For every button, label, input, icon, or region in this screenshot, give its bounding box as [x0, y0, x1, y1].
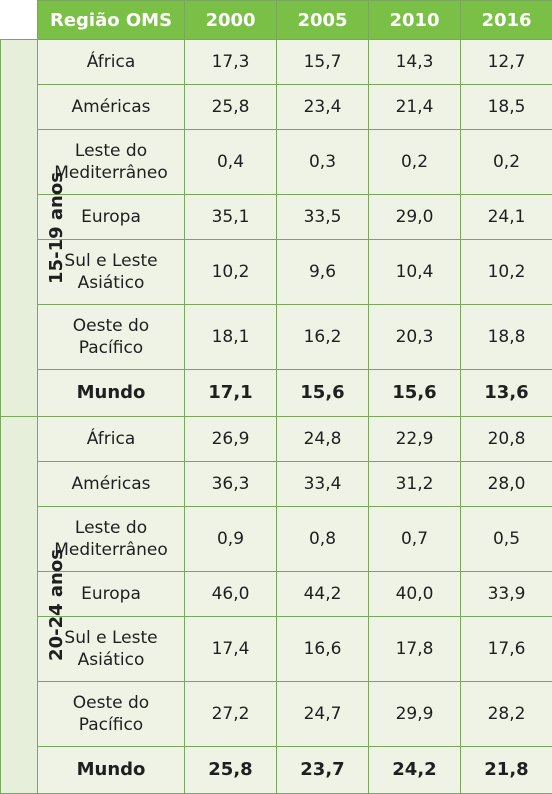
value-cell: 29,9 [369, 682, 461, 747]
value-cell: 24,1 [461, 195, 552, 240]
value-cell: 16,6 [277, 617, 369, 682]
value-cell: 18,5 [461, 85, 552, 130]
value-cell: 0,3 [277, 130, 369, 195]
region-cell: Oeste do Pacífico [38, 305, 185, 370]
value-cell: 17,6 [461, 617, 552, 682]
header-corner [1, 1, 38, 40]
total-row: Mundo 25,8 23,7 24,2 21,8 [1, 747, 552, 794]
table-row: Sul e Leste Asiático 10,2 9,6 10,4 10,2 [1, 240, 552, 305]
value-cell: 46,0 [185, 572, 277, 617]
value-cell: 9,6 [277, 240, 369, 305]
page: Região OMS 2000 2005 2010 2016 15-19 ano… [0, 0, 552, 692]
value-cell: 35,1 [185, 195, 277, 240]
value-cell: 15,6 [369, 370, 461, 417]
table-row: Leste do Mediterrâneo 0,4 0,3 0,2 0,2 [1, 130, 552, 195]
value-cell: 21,4 [369, 85, 461, 130]
value-cell: 15,6 [277, 370, 369, 417]
value-cell: 0,4 [185, 130, 277, 195]
value-cell: 10,2 [461, 240, 552, 305]
header-year: 2016 [461, 1, 552, 40]
value-cell: 14,3 [369, 40, 461, 85]
region-cell: Mundo [38, 747, 185, 794]
value-cell: 20,3 [369, 305, 461, 370]
table-row: Sul e Leste Asiático 17,4 16,6 17,8 17,6 [1, 617, 552, 682]
value-cell: 33,4 [277, 462, 369, 507]
value-cell: 13,6 [461, 370, 552, 417]
value-cell: 33,5 [277, 195, 369, 240]
value-cell: 17,1 [185, 370, 277, 417]
value-cell: 24,8 [277, 417, 369, 462]
region-cell: Américas [38, 462, 185, 507]
value-cell: 18,8 [461, 305, 552, 370]
header-year: 2005 [277, 1, 369, 40]
value-cell: 26,9 [185, 417, 277, 462]
value-cell: 21,8 [461, 747, 552, 794]
table-row: Américas 36,3 33,4 31,2 28,0 [1, 462, 552, 507]
value-cell: 0,9 [185, 507, 277, 572]
age-group-label: 20-24 anos [46, 549, 68, 661]
table-row: Américas 25,8 23,4 21,4 18,5 [1, 85, 552, 130]
table-row: 20-24 anos África 26,9 24,8 22,9 20,8 [1, 417, 552, 462]
value-cell: 40,0 [369, 572, 461, 617]
region-cell: Mundo [38, 370, 185, 417]
value-cell: 29,0 [369, 195, 461, 240]
value-cell: 0,7 [369, 507, 461, 572]
table-row: Leste do Mediterrâneo 0,9 0,8 0,7 0,5 [1, 507, 552, 572]
value-cell: 24,7 [277, 682, 369, 747]
value-cell: 31,2 [369, 462, 461, 507]
value-cell: 44,2 [277, 572, 369, 617]
value-cell: 0,2 [369, 130, 461, 195]
value-cell: 17,8 [369, 617, 461, 682]
value-cell: 28,2 [461, 682, 552, 747]
value-cell: 23,7 [277, 747, 369, 794]
header-region: Região OMS [38, 1, 185, 40]
header-year: 2010 [369, 1, 461, 40]
total-row: Mundo 17,1 15,6 15,6 13,6 [1, 370, 552, 417]
value-cell: 27,2 [185, 682, 277, 747]
age-group-cell: 20-24 anos [1, 417, 38, 794]
value-cell: 10,4 [369, 240, 461, 305]
value-cell: 25,8 [185, 747, 277, 794]
value-cell: 22,9 [369, 417, 461, 462]
value-cell: 10,2 [185, 240, 277, 305]
value-cell: 24,2 [369, 747, 461, 794]
value-cell: 36,3 [185, 462, 277, 507]
value-cell: 15,7 [277, 40, 369, 85]
region-cell: África [38, 417, 185, 462]
value-cell: 28,0 [461, 462, 552, 507]
value-cell: 0,5 [461, 507, 552, 572]
region-cell: Oeste do Pacífico [38, 682, 185, 747]
value-cell: 18,1 [185, 305, 277, 370]
region-cell: África [38, 40, 185, 85]
value-cell: 23,4 [277, 85, 369, 130]
value-cell: 16,2 [277, 305, 369, 370]
value-cell: 25,8 [185, 85, 277, 130]
table-row: Oeste do Pacífico 18,1 16,2 20,3 18,8 [1, 305, 552, 370]
value-cell: 0,2 [461, 130, 552, 195]
region-cell: Américas [38, 85, 185, 130]
table-row: Oeste do Pacífico 27,2 24,7 29,9 28,2 [1, 682, 552, 747]
value-cell: 17,4 [185, 617, 277, 682]
value-cell: 12,7 [461, 40, 552, 85]
value-cell: 17,3 [185, 40, 277, 85]
header-year: 2000 [185, 1, 277, 40]
value-cell: 0,8 [277, 507, 369, 572]
table-row: Europa 46,0 44,2 40,0 33,9 [1, 572, 552, 617]
value-cell: 20,8 [461, 417, 552, 462]
age-group-cell: 15-19 anos [1, 40, 38, 417]
age-group-label: 15-19 anos [46, 172, 68, 284]
table-row: Europa 35,1 33,5 29,0 24,1 [1, 195, 552, 240]
header-row: Região OMS 2000 2005 2010 2016 [1, 1, 552, 40]
table-row: 15-19 anos África 17,3 15,7 14,3 12,7 [1, 40, 552, 85]
value-cell: 33,9 [461, 572, 552, 617]
